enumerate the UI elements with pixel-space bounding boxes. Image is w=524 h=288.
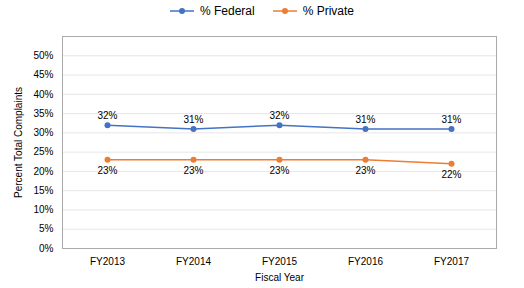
svg-text:23%: 23% [183,165,203,176]
svg-text:50%: 50% [33,50,53,61]
svg-text:10%: 10% [33,204,53,215]
svg-text:FY2014: FY2014 [176,256,211,267]
svg-text:35%: 35% [33,108,53,119]
svg-text:20%: 20% [33,166,53,177]
svg-text:5%: 5% [39,223,54,234]
svg-text:31%: 31% [441,114,461,125]
svg-text:31%: 31% [183,114,203,125]
svg-text:22%: 22% [441,169,461,180]
svg-text:30%: 30% [33,127,53,138]
svg-text:32%: 32% [269,110,289,121]
svg-text:23%: 23% [97,165,117,176]
svg-text:15%: 15% [33,185,53,196]
svg-text:FY2017: FY2017 [434,256,469,267]
svg-text:23%: 23% [269,165,289,176]
svg-text:23%: 23% [355,165,375,176]
svg-text:25%: 25% [33,146,53,157]
html-text:% Federal: % Federal [200,4,255,18]
svg-text:31%: 31% [355,114,375,125]
svg-text:45%: 45% [33,69,53,80]
svg-text:Percent Total Complaints: Percent Total Complaints [13,87,24,198]
svg-text:FY2013: FY2013 [90,256,125,267]
svg-text:40%: 40% [33,89,53,100]
svg-text:0%: 0% [39,243,54,254]
svg-text:FY2016: FY2016 [348,256,383,267]
svg-text:32%: 32% [97,110,117,121]
svg-text:FY2015: FY2015 [262,256,297,267]
html-text:% Private: % Private [302,4,354,18]
svg-text:Fiscal Year: Fiscal Year [255,272,305,283]
